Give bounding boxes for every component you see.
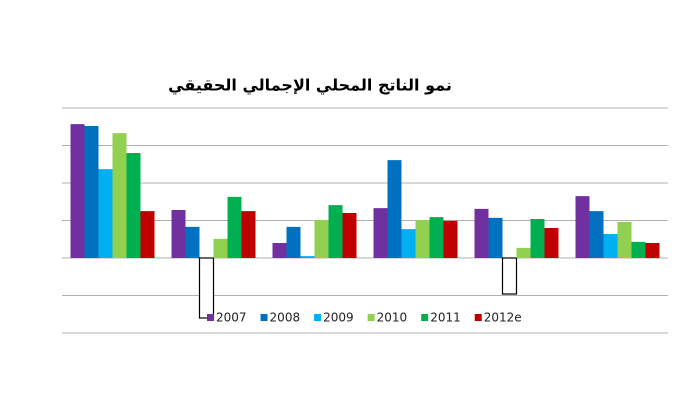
bar: [241, 211, 256, 258]
bar: [575, 196, 590, 258]
legend-swatch: [207, 314, 214, 321]
bar: [474, 208, 489, 258]
bar: [300, 256, 315, 258]
bar: [342, 213, 357, 258]
bar: [112, 133, 127, 258]
bar: [84, 126, 99, 258]
bar: [98, 169, 113, 258]
bar: [617, 222, 632, 258]
bar: [603, 234, 618, 258]
chart-title: نمو الناتج المحلي الإجمالي الحقيقي: [168, 76, 452, 96]
bar: [185, 226, 200, 258]
bar: [443, 220, 458, 258]
legend-label: 2008: [270, 311, 301, 325]
bar: [645, 243, 660, 258]
legend-swatch: [314, 314, 322, 321]
bar: [516, 247, 531, 258]
bar: [286, 226, 301, 258]
bar: [544, 228, 559, 258]
bar: [530, 219, 545, 258]
legend-swatch: [260, 314, 268, 321]
legend-label: 2011: [430, 311, 461, 325]
bar: [272, 243, 287, 258]
legend-label: 2012e: [484, 311, 522, 325]
bar: [70, 124, 85, 258]
bar: [126, 153, 141, 258]
bar: [401, 229, 416, 258]
legend-label: 2009: [323, 311, 354, 325]
bar: [140, 211, 155, 258]
bar: [501, 257, 518, 295]
legend-label: 2010: [377, 311, 408, 325]
bar: [488, 217, 503, 258]
legend-label: 2007: [216, 311, 247, 325]
bar: [589, 211, 604, 258]
bar: [429, 217, 444, 258]
bar: [314, 220, 329, 258]
bar: [213, 238, 228, 258]
bar: [171, 210, 186, 258]
bar: [631, 241, 646, 258]
bar: [373, 208, 388, 258]
legend-swatch: [474, 314, 482, 321]
bar: [198, 257, 215, 319]
bar: [387, 160, 402, 258]
legend-swatch: [421, 314, 429, 321]
legend-swatch: [367, 314, 375, 321]
bar: [227, 196, 242, 258]
bar: [415, 220, 430, 258]
bar: [328, 205, 343, 258]
